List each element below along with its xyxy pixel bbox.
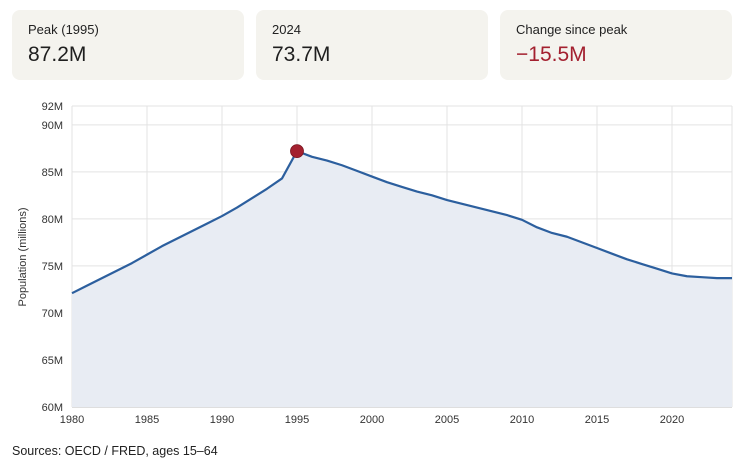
x-tick-label: 2010 [510, 414, 534, 426]
peak-marker [290, 144, 304, 159]
series-line [71, 150, 732, 295]
stat-value: −15.5M [516, 43, 587, 66]
stat-cards: Peak (1995) 87.2M 2024 73.7M Change sinc… [12, 10, 732, 80]
x-tick-label: 2000 [360, 414, 384, 426]
stat-label: Peak (1995) [28, 22, 99, 37]
source-note: Sources: OECD / FRED, ages 15–64 [12, 444, 218, 458]
x-tick-label: 1980 [60, 414, 84, 426]
y-axis-ticks: 60M 65M 70M 75M 80M 85M 90M 92M [42, 101, 63, 414]
y-tick-label: 60M [42, 402, 63, 414]
x-tick-label: 2020 [660, 414, 684, 426]
y-axis-label: Population (millions) [17, 207, 29, 306]
x-tick-label: 1985 [135, 414, 159, 426]
x-tick-label: 2005 [435, 414, 459, 426]
population-chart: 60M 65M 70M 75M 80M 85M 90M 92M 1980 1985 1990 199… [17, 101, 733, 426]
stat-card-2024: 2024 73.7M [256, 10, 488, 80]
x-tick-label: 1990 [210, 414, 234, 426]
y-tick-label: 70M [42, 308, 63, 320]
y-tick-label: 65M [42, 355, 63, 367]
y-tick-label: 85M [42, 167, 63, 179]
stat-label: 2024 [272, 22, 301, 37]
y-tick-label: 75M [42, 261, 63, 273]
series-area [72, 151, 732, 407]
stat-card-peak: Peak (1995) 87.2M [12, 10, 244, 80]
x-tick-label: 1995 [285, 414, 309, 426]
y-tick-label: 90M [42, 120, 63, 132]
stat-label: Change since peak [516, 22, 628, 37]
y-tick-label: 92M [42, 101, 63, 113]
stat-card-change: Change since peak −15.5M [500, 10, 732, 80]
x-axis-ticks: 1980 1985 1990 1995 2000 2005 2010 2015 2020 [60, 414, 684, 426]
stat-value: 73.7M [272, 43, 331, 66]
x-tick-label: 2015 [585, 414, 609, 426]
stat-value: 87.2M [28, 43, 87, 66]
y-tick-label: 80M [42, 214, 63, 226]
